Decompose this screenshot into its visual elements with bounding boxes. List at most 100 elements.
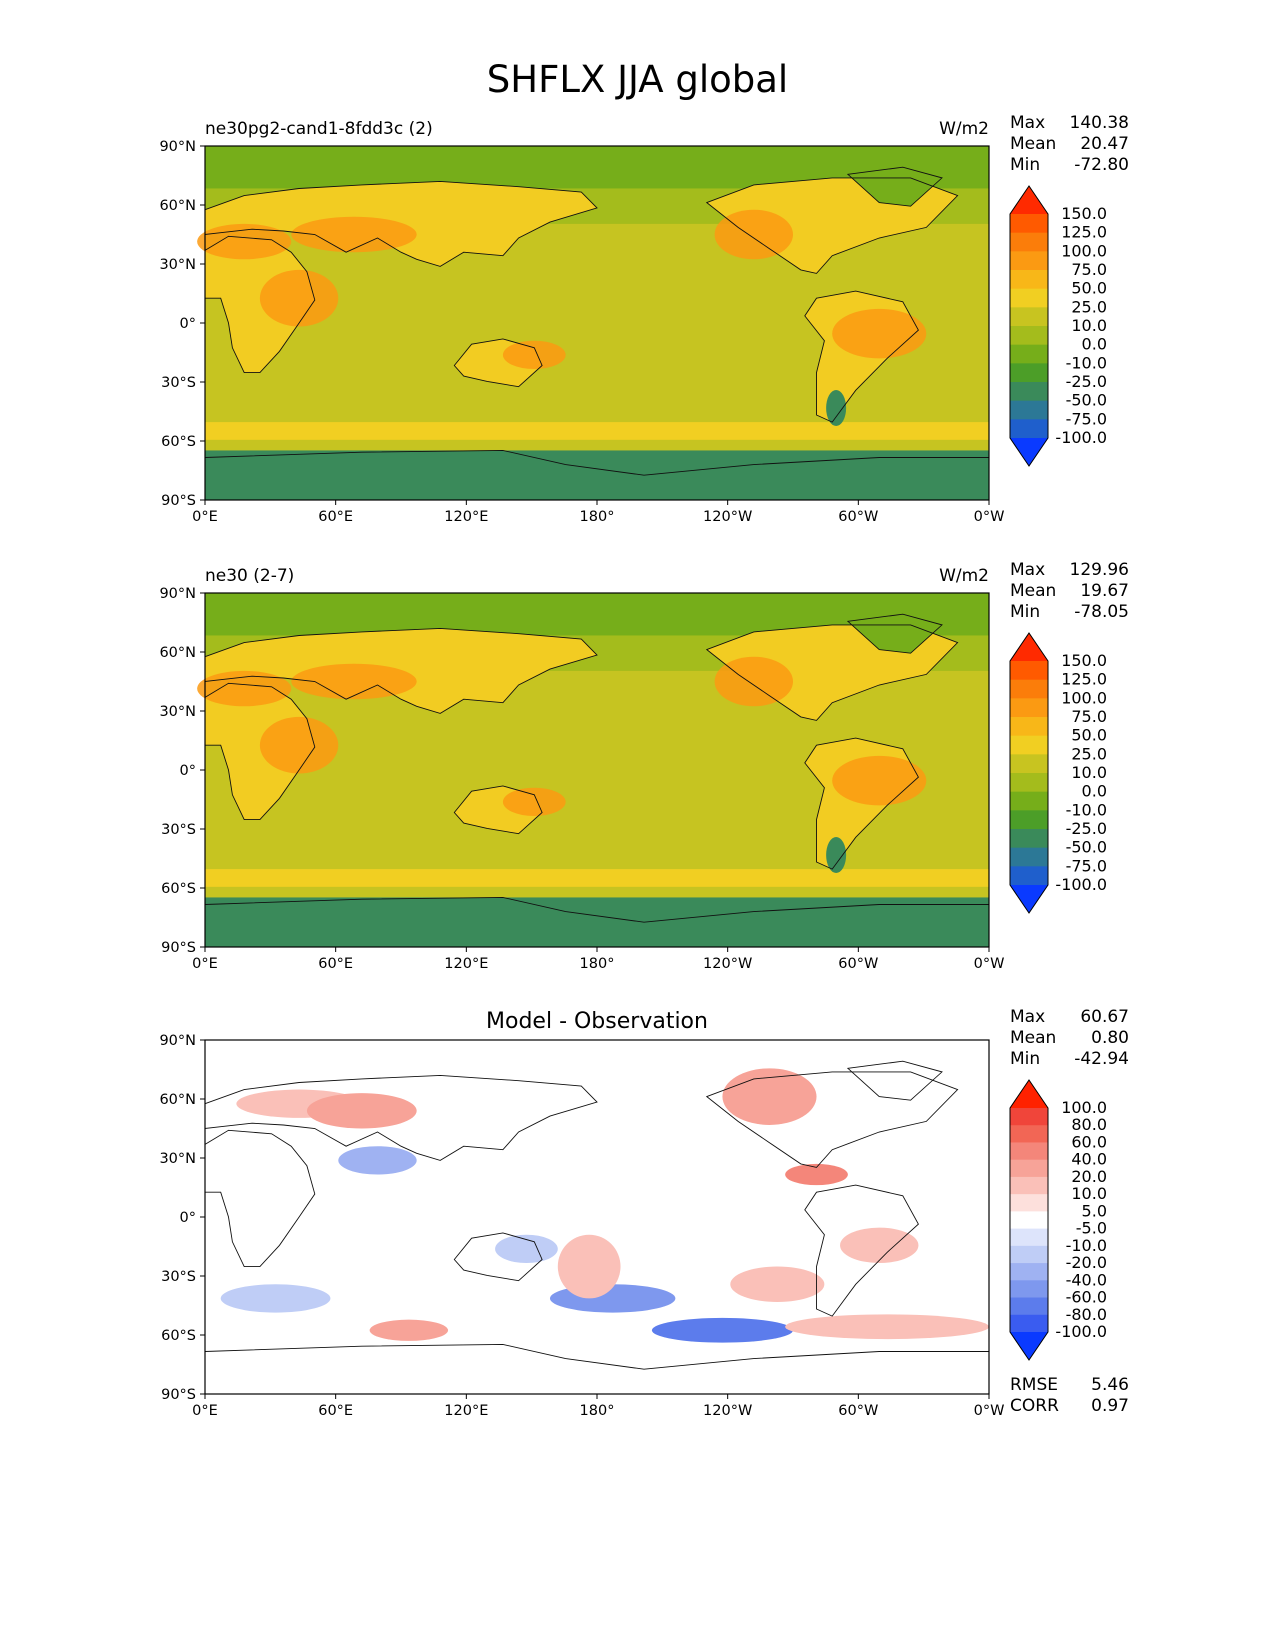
colorbar-segment: [1010, 1228, 1048, 1247]
stat-label: Min: [1010, 1049, 1040, 1069]
colorbar-segment: [1010, 1194, 1048, 1212]
hot-spot: [714, 209, 793, 260]
hot-spot: [714, 656, 793, 707]
stat-value: -42.94: [1074, 1049, 1129, 1069]
x-tick-label: 180°: [580, 509, 615, 525]
y-tick-label: 60°S: [161, 1328, 196, 1344]
land-africa: [205, 236, 315, 373]
y-tick-label: 30°N: [159, 704, 196, 720]
x-tick-label: 120°E: [444, 509, 488, 525]
colorbar-label: 125.0: [1061, 670, 1107, 689]
coastline-africa: [204, 235, 316, 374]
coastline-greenland: [846, 166, 943, 207]
colorbar-label: 10.0: [1071, 763, 1107, 782]
patagonia-patch: [826, 836, 847, 873]
colorbar-label: 125.0: [1061, 223, 1107, 242]
stat-value: -72.80: [1074, 155, 1129, 175]
land-greenland: [847, 614, 942, 654]
x-tick-label: 60°E: [318, 1403, 353, 1419]
colorbar-segment: [1010, 400, 1048, 420]
anomaly-blob: [369, 1319, 449, 1341]
colorbar-segment: [1010, 382, 1048, 402]
colorbar-label: -75.0: [1066, 856, 1107, 875]
metric-label: CORR: [1010, 1396, 1059, 1416]
colorbar-segment: [1010, 735, 1048, 755]
coastline-australia: [453, 785, 543, 835]
x-tick-label: 0°W: [974, 1403, 1005, 1419]
colorbar-segment: [1010, 232, 1048, 252]
colorbar-extend-top: [1010, 1080, 1048, 1108]
colorbar-segment: [1010, 1108, 1048, 1126]
colorbar-label: 0.0: [1082, 335, 1107, 354]
colorbar-segment: [1010, 288, 1048, 308]
x-tick-label: 180°: [580, 1403, 615, 1419]
coastline-samerica: [804, 737, 919, 870]
stat-value: 19.67: [1080, 581, 1129, 601]
colorbar-segment: [1010, 829, 1048, 849]
colorbar-label: 25.0: [1071, 297, 1107, 316]
colorbar-label: 40.0: [1071, 1150, 1107, 1169]
y-tick-label: 90°S: [161, 940, 196, 956]
land-greenland: [847, 167, 942, 207]
colorbar-label: 75.0: [1071, 260, 1107, 279]
colorbar-segment: [1010, 1176, 1048, 1195]
colorbar-label: 75.0: [1071, 707, 1107, 726]
x-tick-label: 180°: [580, 956, 615, 972]
x-tick-label: 120°W: [703, 509, 752, 525]
colorbar-label: -5.0: [1076, 1219, 1107, 1238]
x-tick-label: 0°E: [192, 1403, 218, 1419]
coastline-australia: [453, 1232, 543, 1282]
anomaly-blob: [785, 1314, 989, 1340]
y-tick-label: 30°N: [159, 1151, 196, 1167]
colorbar-label: -20.0: [1066, 1253, 1107, 1272]
colorbar-segment: [1010, 847, 1048, 867]
x-tick-label: 60°E: [318, 509, 353, 525]
anomaly-blob: [730, 1266, 825, 1302]
colorbar-label: 100.0: [1061, 1098, 1107, 1117]
colorbar-segment: [1010, 419, 1048, 439]
colorbar-segment: [1010, 251, 1048, 271]
y-tick-label: 90°S: [161, 493, 196, 509]
colorbar-label: 60.0: [1071, 1132, 1107, 1151]
coastline-africa: [204, 682, 316, 821]
y-tick-label: 30°S: [161, 822, 196, 838]
colorbar-segment: [1010, 363, 1048, 383]
y-tick-label: 0°: [180, 763, 196, 779]
coastline-greenland: [846, 1060, 943, 1101]
x-tick-label: 120°W: [703, 1403, 752, 1419]
colorbar-segment: [1010, 1314, 1048, 1333]
anomaly-blob: [557, 1234, 621, 1299]
colorbar-segment: [1010, 1297, 1048, 1316]
colorbar-label: 5.0: [1082, 1201, 1107, 1220]
colorbar-label: 100.0: [1061, 241, 1107, 260]
y-tick-label: 60°N: [159, 1092, 196, 1108]
stat-label: Mean: [1010, 1028, 1056, 1048]
hot-spot: [291, 216, 417, 253]
colorbar-segment: [1010, 810, 1048, 830]
metric-label: RMSE: [1010, 1375, 1058, 1395]
y-tick-label: 0°: [180, 316, 196, 332]
colorbar-segment: [1010, 1280, 1048, 1299]
y-tick-label: 60°S: [161, 881, 196, 897]
colorbar-label: -100.0: [1055, 875, 1107, 894]
anomaly-blob: [495, 1234, 558, 1264]
hot-spot: [197, 223, 292, 260]
colorbar-extend-bottom: [1010, 1332, 1048, 1360]
y-tick-label: 90°N: [159, 139, 196, 155]
colorbar-segment: [1010, 754, 1048, 774]
map-panel-reference: 0°E 60°E 120°E 180° 120°W 60°W 0°W 90°N 60°N 30°N…: [159, 560, 1129, 972]
y-tick-label: 60°N: [159, 645, 196, 661]
panel-title: ne30pg2-cand1-8fdd3c (2): [205, 119, 433, 139]
panel-units: W/m2: [939, 119, 989, 139]
stat-value: -78.05: [1074, 602, 1129, 622]
panel-title: ne30 (2-7): [205, 566, 294, 586]
colorbar-segment: [1010, 326, 1048, 346]
colorbar-extend-bottom: [1010, 438, 1048, 466]
x-tick-label: 0°E: [192, 509, 218, 525]
colorbar-label: -40.0: [1066, 1270, 1107, 1289]
colorbar-label: 10.0: [1071, 316, 1107, 335]
panel-center-title: Model - Observation: [486, 1009, 708, 1034]
y-tick-label: 90°N: [159, 586, 196, 602]
colorbar-label: -50.0: [1066, 838, 1107, 857]
